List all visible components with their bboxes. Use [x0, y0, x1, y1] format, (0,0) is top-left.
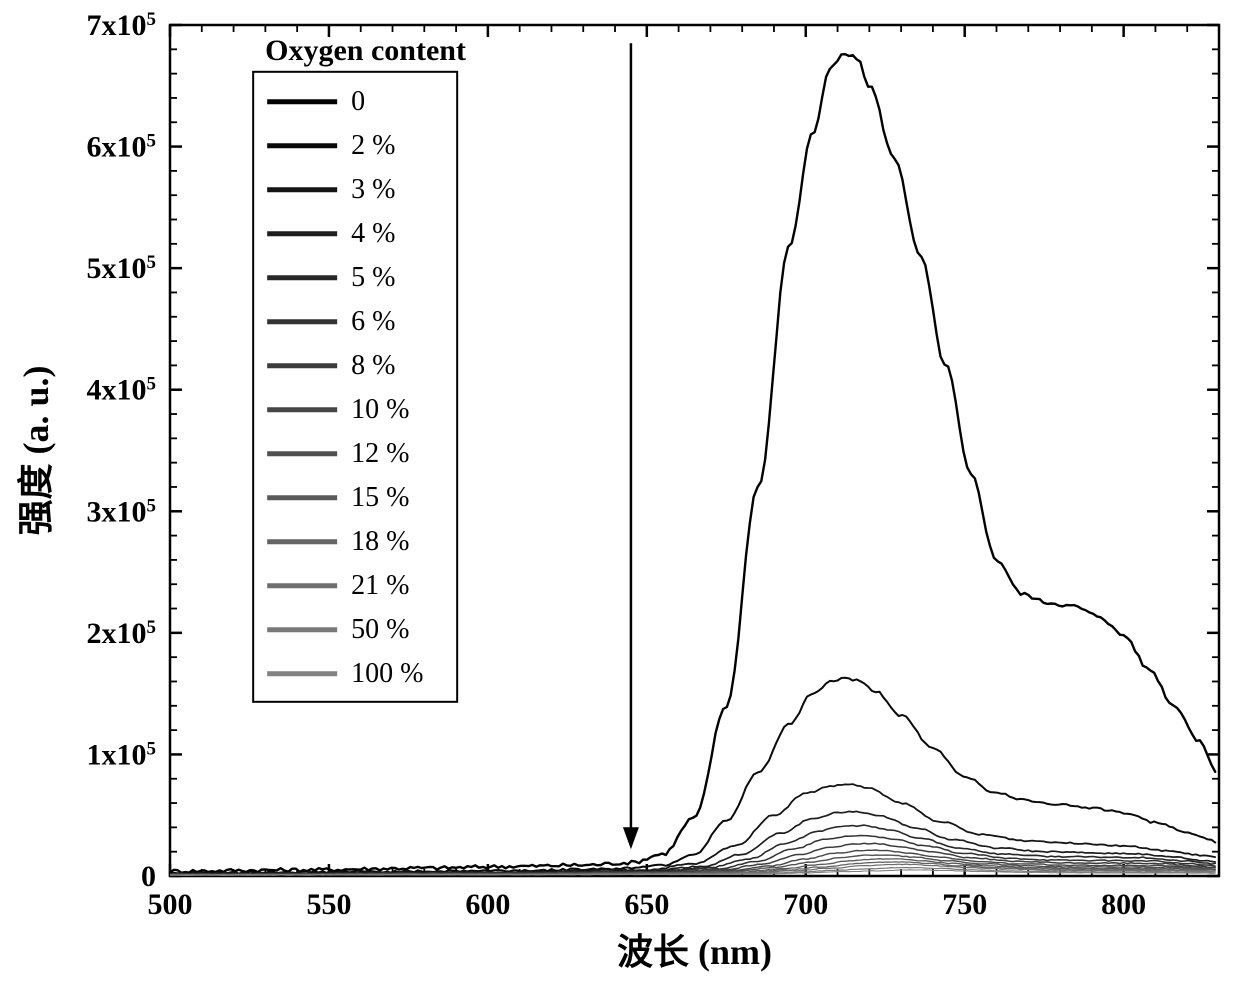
x-tick-label: 600	[465, 888, 510, 921]
legend-label: 4 %	[351, 218, 395, 249]
plot-frame	[170, 25, 1219, 876]
spectra-chart: 500550600650700750800波长 (nm)01x1052x1053…	[0, 0, 1239, 991]
series-group	[170, 54, 1215, 875]
legend-label: 3 %	[351, 174, 395, 205]
y-tick-label: 7x105	[87, 9, 157, 43]
y-tick-label: 5x105	[87, 252, 157, 286]
legend-title: Oxygen content	[265, 34, 466, 67]
x-tick-label: 650	[624, 888, 669, 921]
legend-label: 2 %	[351, 130, 395, 161]
series-3	[170, 784, 1215, 874]
legend-label: 10 %	[351, 394, 409, 425]
x-tick-label: 750	[942, 888, 987, 921]
legend-label: 6 %	[351, 306, 395, 337]
y-tick-label: 6x105	[87, 130, 157, 164]
legend-box	[253, 72, 457, 702]
y-axis-title: 强度 (a. u.)	[16, 366, 56, 536]
legend-label: 18 %	[351, 526, 409, 557]
trend-arrow-head	[623, 827, 639, 849]
legend-items: 0 2 % 3 % 4 % 5 % 6 % 8 % 10 % 12 % 15 % 18 % 21 % 5…	[267, 86, 423, 689]
y-tick-label: 1x105	[87, 738, 157, 772]
x-tick-label: 550	[306, 888, 351, 921]
legend-label: 12 %	[351, 438, 409, 469]
legend-label: 15 %	[351, 482, 409, 513]
x-tick-label: 800	[1101, 888, 1146, 921]
y-tick-label: 0	[141, 860, 156, 893]
y-tick-label: 2x105	[87, 616, 157, 650]
series-2	[170, 678, 1215, 874]
legend-label: 5 %	[351, 262, 395, 293]
legend-label: 100 %	[351, 658, 423, 689]
legend-label: 8 %	[351, 350, 395, 381]
series-5	[170, 825, 1215, 875]
y-tick-label: 4x105	[87, 373, 157, 407]
y-tick-label: 3x105	[87, 495, 157, 529]
legend-label: 50 %	[351, 614, 409, 645]
legend-label: 21 %	[351, 570, 409, 601]
x-axis-title: 波长 (nm)	[617, 932, 772, 972]
legend-label: 0	[351, 86, 365, 117]
series-0	[170, 54, 1215, 873]
x-tick-label: 700	[783, 888, 828, 921]
